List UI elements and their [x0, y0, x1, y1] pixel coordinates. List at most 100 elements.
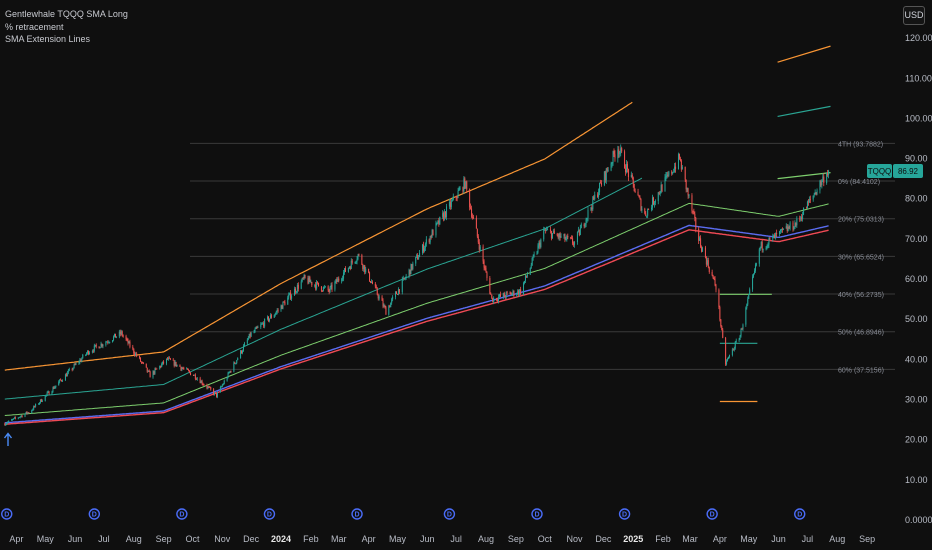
candle-body	[287, 297, 289, 305]
candle-body	[442, 213, 444, 217]
candle-body	[452, 196, 454, 200]
candle-body	[794, 222, 796, 229]
candle-body	[156, 368, 158, 370]
candle-body	[651, 197, 653, 208]
symbol-tag	[867, 163, 892, 178]
candle-body	[557, 235, 559, 238]
candle-body	[673, 171, 675, 173]
dividend-marker-letter: D	[92, 512, 97, 519]
candle-body	[681, 166, 683, 170]
dividend-marker-letter: D	[4, 512, 9, 519]
candle-body	[612, 151, 614, 164]
candle-body	[324, 286, 326, 288]
candle-body	[243, 343, 245, 346]
candle-body	[539, 242, 541, 248]
candle-body	[375, 286, 377, 289]
x-axis-tick-label: Jul	[98, 534, 110, 544]
candle-body	[812, 195, 814, 200]
candle-body	[803, 207, 805, 215]
candle-body	[52, 387, 54, 392]
candle-body	[613, 151, 615, 155]
candle-body	[105, 342, 107, 345]
candle-body	[584, 224, 586, 227]
candle-body	[591, 207, 593, 210]
y-axis-tick-label: 30.00	[905, 395, 928, 405]
x-axis-tick-label: Jul	[802, 534, 814, 544]
candle-body	[428, 239, 430, 243]
candle-body	[630, 174, 632, 177]
x-axis-tick-label: Aug	[126, 534, 142, 544]
candle-body	[599, 182, 601, 193]
candle-body	[792, 222, 794, 230]
candle-body	[775, 232, 777, 239]
candle-body	[827, 173, 829, 175]
candle-body	[774, 234, 776, 239]
candle-body	[11, 419, 13, 421]
candle-body	[762, 248, 764, 250]
currency-button[interactable]: USD	[903, 6, 925, 25]
candle-body	[765, 247, 767, 249]
candle-body	[607, 170, 609, 172]
candle-body	[634, 191, 636, 193]
candle-body	[376, 288, 378, 295]
candle-body	[725, 337, 727, 365]
candle-body	[646, 215, 648, 217]
candle-body	[227, 372, 229, 378]
candle-body	[806, 201, 808, 209]
candle-body	[704, 247, 706, 258]
candle-body	[511, 293, 513, 295]
legend-indicator-retracement[interactable]: % retracement	[5, 21, 64, 32]
candle-body	[357, 254, 359, 260]
candle-body	[578, 229, 580, 236]
candle-body	[242, 345, 244, 351]
candle-body	[322, 287, 324, 291]
candle-body	[463, 178, 465, 192]
candle-body	[194, 374, 196, 379]
candle-body	[149, 371, 151, 378]
candle-body	[389, 306, 391, 308]
candle-body	[192, 375, 194, 376]
candle-body	[46, 392, 48, 395]
candle-body	[626, 163, 628, 170]
candle-body	[48, 391, 50, 395]
candle-body	[448, 202, 450, 207]
candle-body	[86, 353, 88, 355]
candle-body	[564, 234, 566, 241]
candle-body	[647, 209, 649, 216]
dividend-marker-icon	[263, 508, 276, 520]
candle-body	[106, 341, 108, 343]
candle-body	[132, 346, 134, 349]
candle-body	[6, 423, 8, 425]
candle-body	[435, 223, 437, 236]
candle-body	[470, 207, 472, 209]
legend-indicator-sma-extension[interactable]: SMA Extension Lines	[5, 34, 91, 44]
candle-body	[201, 380, 203, 384]
candle-body	[284, 301, 286, 305]
candle-body	[423, 247, 425, 252]
candle-body	[734, 342, 736, 349]
candle-body	[565, 239, 567, 241]
candle-body	[732, 349, 734, 351]
candle-body	[702, 247, 704, 252]
candle-body	[437, 220, 439, 223]
candle-body	[122, 335, 124, 337]
candle-body	[32, 409, 34, 411]
legend-indicator-sma-long[interactable]: Gentlewhale TQQQ SMA Long	[5, 9, 128, 19]
candle-body	[274, 313, 276, 316]
candle-body	[355, 261, 357, 263]
candle-body	[576, 231, 578, 242]
candle-body	[247, 338, 249, 340]
candle-body	[769, 237, 771, 239]
candle-body	[129, 341, 131, 347]
candle-body	[788, 226, 790, 229]
candle-body	[209, 387, 211, 388]
candle-body	[544, 229, 546, 231]
candle-body	[226, 377, 228, 381]
candle-body	[176, 364, 178, 367]
candle-body	[189, 370, 191, 373]
candle-body	[654, 200, 656, 203]
x-axis-tick-label: Sep	[859, 534, 875, 544]
candle-body	[675, 166, 677, 169]
candle-body	[354, 261, 356, 263]
